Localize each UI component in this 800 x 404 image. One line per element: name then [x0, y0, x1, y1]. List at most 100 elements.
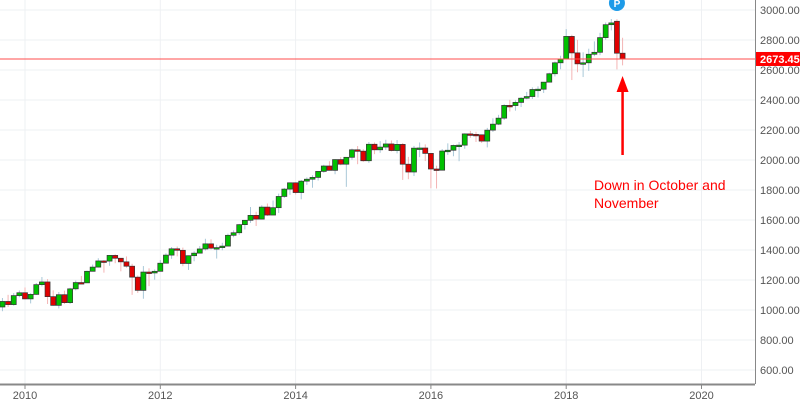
candle-body-down	[174, 248, 181, 251]
candle-body-down	[180, 249, 186, 264]
candle	[456, 142, 462, 162]
candle	[354, 146, 361, 165]
candle-body-up	[196, 248, 203, 254]
candle	[242, 219, 248, 230]
candle	[151, 269, 158, 280]
candle-body-up	[236, 224, 243, 234]
candle	[0, 298, 6, 312]
candle-body-down	[371, 143, 378, 151]
candle	[473, 131, 479, 142]
candle	[416, 142, 423, 158]
candle	[597, 32, 603, 56]
candle-body-up	[191, 252, 197, 257]
annotation-line-2: November	[594, 195, 659, 211]
candle-body-up	[563, 36, 570, 60]
candle-body-down	[337, 159, 344, 165]
candle-body-up	[247, 215, 254, 221]
candle	[315, 171, 321, 181]
candle-body-down	[112, 255, 119, 259]
candle-body-up	[275, 196, 282, 209]
candle-body-up	[456, 144, 462, 147]
candle-body-down	[5, 301, 11, 305]
candle-body-up	[535, 88, 541, 92]
candle-body-up	[377, 146, 384, 151]
candle-body-up	[461, 133, 468, 146]
candle-body-up	[213, 247, 220, 250]
candle-body-down	[467, 133, 474, 136]
candle-body-up	[495, 117, 502, 125]
candle	[292, 182, 299, 195]
candle-body-down	[22, 292, 28, 300]
candle-body-up	[219, 245, 226, 248]
candle	[552, 61, 558, 77]
candle-body-down	[354, 149, 361, 152]
candle	[106, 255, 113, 266]
p-marker-icon[interactable]: P	[608, 0, 625, 11]
candle	[444, 143, 451, 155]
candle-body-down	[326, 165, 333, 171]
candle-body-down	[292, 182, 299, 193]
candle-body-up	[230, 232, 237, 236]
y-tick-label: 2800.00	[760, 35, 800, 47]
candle	[202, 238, 209, 251]
candle	[461, 133, 468, 149]
candle	[112, 254, 119, 264]
candle	[591, 41, 598, 57]
candle-body-up	[411, 147, 417, 173]
y-tick-label: 2000.00	[760, 155, 800, 167]
candle-body-down	[388, 143, 395, 151]
candle	[208, 239, 214, 250]
y-tick-label: 1600.00	[760, 215, 800, 227]
candle-body-up	[602, 24, 609, 38]
candle	[50, 290, 57, 306]
candle	[27, 293, 34, 304]
candle-body-down	[253, 215, 259, 220]
candle	[129, 263, 135, 295]
candle-body-up	[591, 51, 598, 55]
candle	[174, 246, 181, 257]
candle-body-up	[95, 260, 102, 268]
candle	[270, 200, 276, 216]
candle	[337, 157, 344, 166]
y-tick-label: 1400.00	[760, 245, 800, 257]
y-tick-label: 2400.00	[760, 95, 800, 107]
candle-body-up	[484, 129, 491, 142]
candle	[433, 165, 440, 189]
y-tick-label: 600.00	[760, 365, 794, 377]
candle	[185, 255, 192, 270]
candle	[78, 275, 85, 285]
candle	[529, 87, 536, 99]
candle	[411, 145, 417, 177]
candle	[168, 247, 175, 259]
candle-body-down	[399, 144, 406, 165]
candle	[382, 139, 389, 150]
candle	[428, 153, 434, 189]
candle-body-up	[332, 159, 338, 171]
candle	[157, 260, 164, 272]
x-tick-label: 2016	[419, 390, 443, 402]
candle	[540, 81, 547, 93]
candle-body-up	[242, 219, 248, 226]
candle-body-down	[208, 243, 214, 249]
candle	[140, 266, 147, 299]
candle	[16, 290, 23, 298]
candle-body-up	[597, 37, 603, 53]
gridlines	[0, 0, 755, 384]
candle	[101, 260, 107, 273]
candle-body-up	[518, 97, 524, 103]
candle-body-up	[416, 147, 423, 150]
candle	[247, 206, 254, 223]
candle-body-up	[552, 62, 558, 75]
candle-body-up	[349, 149, 355, 158]
candle-body-up	[16, 292, 23, 296]
candle-body-up	[67, 288, 73, 304]
x-tick-label: 2012	[148, 390, 172, 402]
current-price-text: 2673.45	[760, 54, 800, 66]
candle-body-up	[439, 150, 446, 171]
candle	[349, 148, 355, 160]
candle	[490, 118, 496, 132]
candle	[484, 127, 491, 148]
candle	[495, 114, 502, 126]
y-tick-label: 800.00	[760, 335, 794, 347]
y-tick-label: 3000.00	[760, 5, 800, 17]
